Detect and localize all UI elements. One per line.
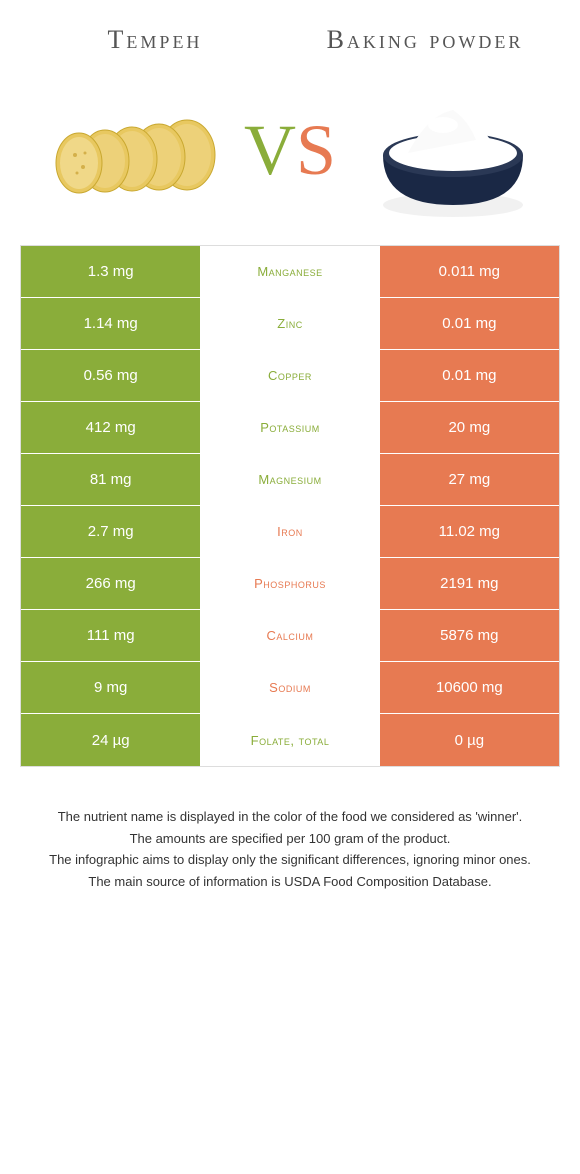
- nutrient-name: Manganese: [200, 246, 379, 297]
- value-right: 10600 mg: [380, 662, 559, 713]
- value-left: 2.7 mg: [21, 506, 200, 557]
- table-row: 266 mgPhosphorus2191 mg: [21, 558, 559, 610]
- nutrient-name: Copper: [200, 350, 379, 401]
- value-right: 20 mg: [380, 402, 559, 453]
- value-right: 0.01 mg: [380, 350, 559, 401]
- value-right: 0.01 mg: [380, 298, 559, 349]
- title-right: Baking powder: [290, 25, 560, 55]
- table-row: 9 mgSodium10600 mg: [21, 662, 559, 714]
- nutrient-name: Sodium: [200, 662, 379, 713]
- baking-powder-image: [346, 75, 560, 225]
- nutrient-name: Folate, total: [200, 714, 379, 766]
- footnote-line: The main source of information is USDA F…: [30, 872, 550, 892]
- value-right: 27 mg: [380, 454, 559, 505]
- value-left: 1.3 mg: [21, 246, 200, 297]
- value-right: 2191 mg: [380, 558, 559, 609]
- nutrient-name: Magnesium: [200, 454, 379, 505]
- nutrient-name: Iron: [200, 506, 379, 557]
- table-row: 0.56 mgCopper0.01 mg: [21, 350, 559, 402]
- table-row: 81 mgMagnesium27 mg: [21, 454, 559, 506]
- images-row: VS: [0, 65, 580, 245]
- value-left: 0.56 mg: [21, 350, 200, 401]
- nutrient-name: Calcium: [200, 610, 379, 661]
- value-right: 0 µg: [380, 714, 559, 766]
- value-right: 5876 mg: [380, 610, 559, 661]
- value-right: 0.011 mg: [380, 246, 559, 297]
- value-left: 81 mg: [21, 454, 200, 505]
- table-row: 2.7 mgIron11.02 mg: [21, 506, 559, 558]
- value-right: 11.02 mg: [380, 506, 559, 557]
- nutrient-name: Phosphorus: [200, 558, 379, 609]
- nutrient-name: Potassium: [200, 402, 379, 453]
- footnote-line: The infographic aims to display only the…: [30, 850, 550, 870]
- table-row: 1.14 mgZinc0.01 mg: [21, 298, 559, 350]
- table-row: 1.3 mgManganese0.011 mg: [21, 246, 559, 298]
- value-left: 24 µg: [21, 714, 200, 766]
- footnotes: The nutrient name is displayed in the co…: [30, 807, 550, 891]
- value-left: 412 mg: [21, 402, 200, 453]
- value-left: 266 mg: [21, 558, 200, 609]
- table-row: 111 mgCalcium5876 mg: [21, 610, 559, 662]
- nutrient-table: 1.3 mgManganese0.011 mg1.14 mgZinc0.01 m…: [20, 245, 560, 767]
- table-row: 412 mgPotassium20 mg: [21, 402, 559, 454]
- header-row: Tempeh Baking powder: [0, 0, 580, 65]
- tempeh-image: [20, 75, 234, 225]
- value-left: 1.14 mg: [21, 298, 200, 349]
- value-left: 9 mg: [21, 662, 200, 713]
- footnote-line: The nutrient name is displayed in the co…: [30, 807, 550, 827]
- vs-label: VS: [244, 109, 336, 192]
- title-left: Tempeh: [20, 25, 290, 55]
- value-left: 111 mg: [21, 610, 200, 661]
- nutrient-name: Zinc: [200, 298, 379, 349]
- footnote-line: The amounts are specified per 100 gram o…: [30, 829, 550, 849]
- table-row: 24 µgFolate, total0 µg: [21, 714, 559, 766]
